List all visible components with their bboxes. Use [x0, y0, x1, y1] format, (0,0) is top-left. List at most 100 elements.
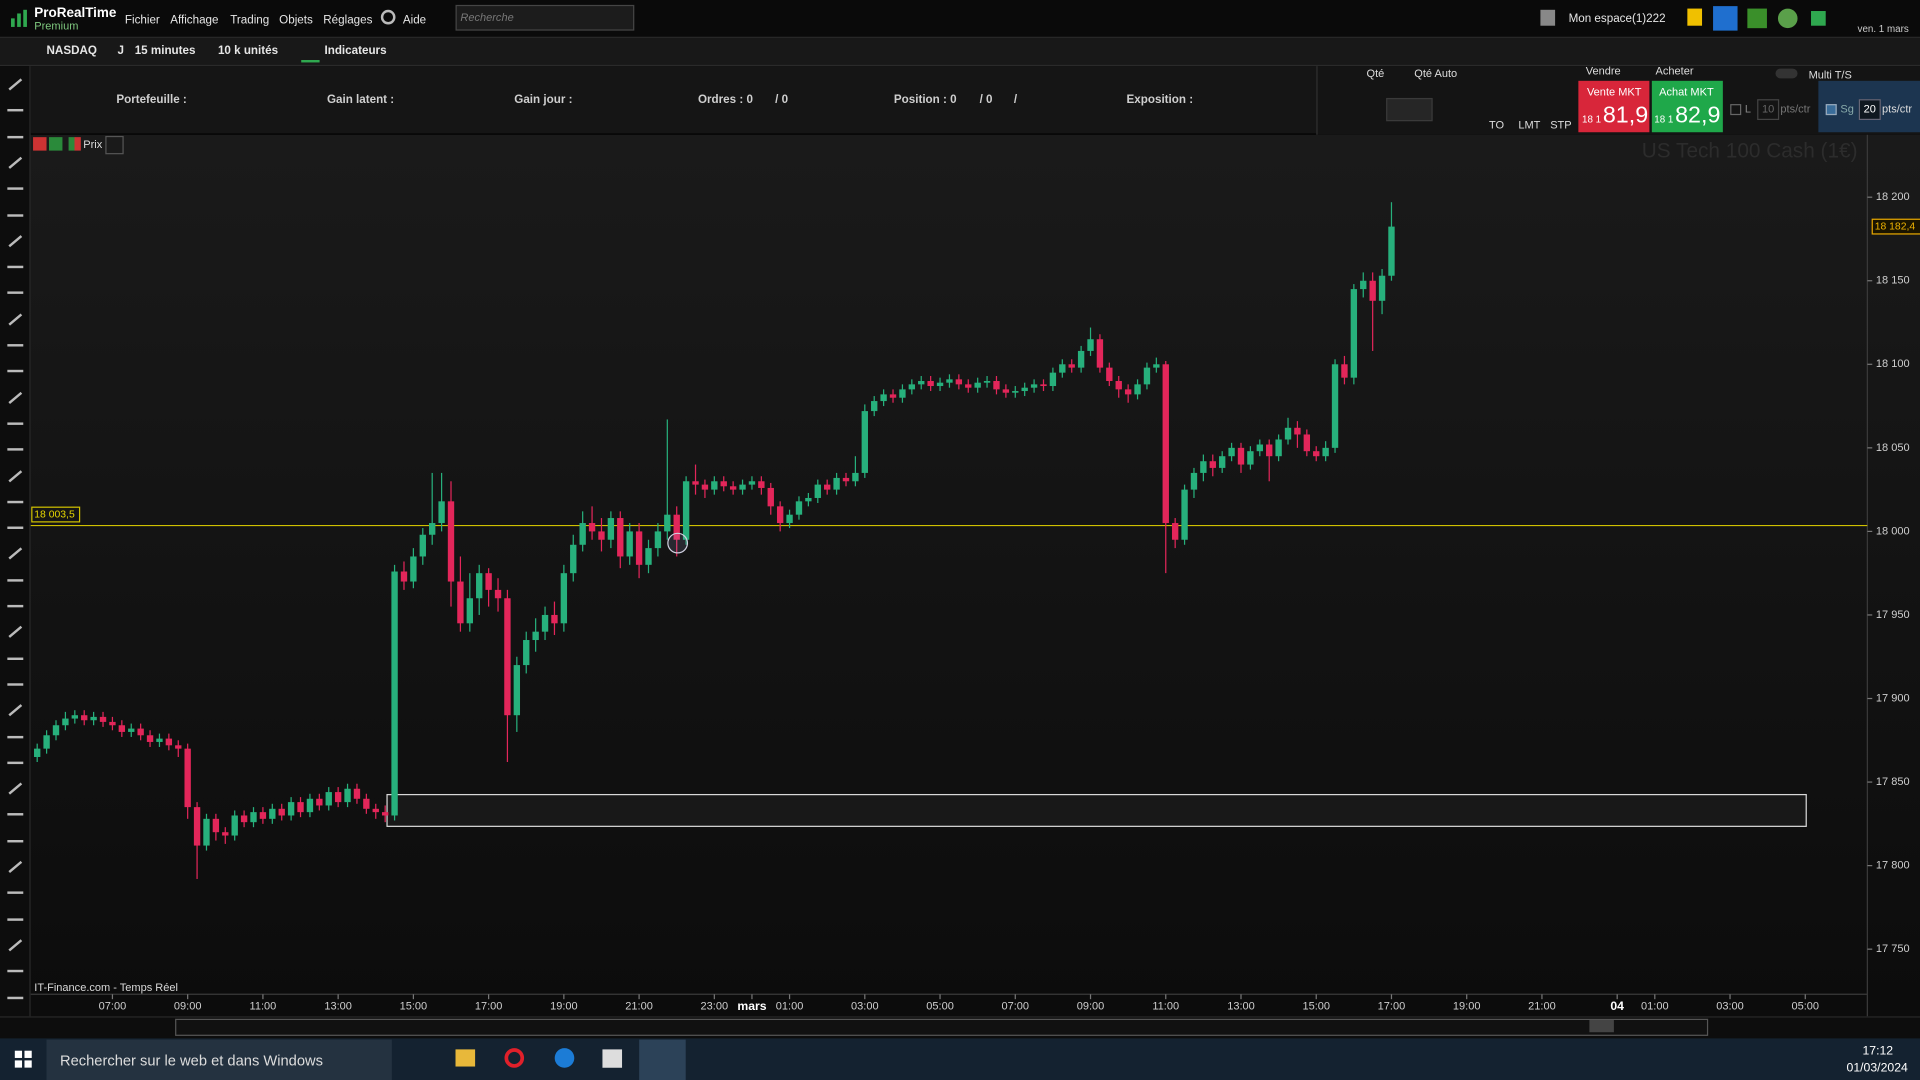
tool-icon[interactable]: [8, 860, 23, 873]
order-type-button[interactable]: LMT: [1518, 118, 1541, 132]
candle-body: [729, 486, 737, 490]
tool-icon[interactable]: [7, 344, 24, 347]
list-button[interactable]: [105, 135, 124, 155]
tool-icon[interactable]: [8, 78, 23, 91]
taskbar-app[interactable]: [504, 1048, 525, 1068]
x-tick-label: 11:00: [250, 1000, 277, 1012]
tool-icon[interactable]: [7, 448, 24, 451]
candle-body: [410, 556, 417, 582]
candle-body: [1143, 367, 1151, 385]
tool-icon[interactable]: [7, 578, 24, 582]
tool-icon[interactable]: [7, 839, 24, 843]
x-tick-label: 07:00: [99, 1000, 127, 1012]
workspace-selector[interactable]: Mon espace(1)222: [1568, 12, 1666, 26]
tool-icon[interactable]: [7, 526, 24, 530]
tool-icon[interactable]: [8, 704, 23, 717]
tool-icon[interactable]: [8, 626, 23, 639]
candle-body: [203, 818, 210, 846]
scrollbar[interactable]: [175, 1018, 1709, 1036]
taskbar-app[interactable]: [455, 1049, 476, 1067]
tool-icon[interactable]: [8, 313, 23, 326]
stop-input[interactable]: 20: [1858, 99, 1881, 120]
tool-icon[interactable]: [7, 291, 24, 295]
menu-item[interactable]: Affichage: [170, 13, 219, 27]
tool-icon[interactable]: [8, 391, 23, 404]
sell-button[interactable]: [1578, 80, 1650, 133]
order-type-button[interactable]: TO: [1488, 118, 1505, 132]
tool-icon[interactable]: [7, 970, 24, 973]
tool-icon[interactable]: [7, 891, 24, 895]
chart-background: [0, 134, 1920, 1017]
candle-body: [946, 379, 953, 383]
tool-icon[interactable]: [7, 761, 24, 764]
tool-icon[interactable]: [7, 500, 24, 504]
taskbar-app[interactable]: [602, 1049, 623, 1068]
tool-icon[interactable]: [1747, 8, 1767, 29]
menu-item[interactable]: Aide: [402, 13, 427, 27]
tool-icon[interactable]: [7, 187, 24, 191]
buy-button[interactable]: [1651, 80, 1723, 133]
tool-icon[interactable]: [8, 469, 23, 482]
price-icon: [68, 137, 81, 151]
candle-body: [523, 640, 530, 666]
sync-icon[interactable]: [1777, 8, 1798, 29]
tool-icon[interactable]: [8, 156, 23, 169]
tool-icon[interactable]: [7, 657, 24, 660]
search-box[interactable]: [455, 4, 635, 31]
candle-body: [617, 518, 624, 557]
tool-icon[interactable]: [7, 422, 24, 425]
tool-icon[interactable]: [8, 782, 23, 795]
menu-item[interactable]: Trading: [230, 13, 270, 27]
limit-input[interactable]: 10: [1757, 99, 1780, 120]
indicators-button[interactable]: Indicateurs: [324, 44, 387, 58]
candle-body: [673, 514, 680, 540]
auto-quantity-label[interactable]: Qté Auto: [1414, 67, 1458, 80]
tool-icon[interactable]: [7, 604, 24, 608]
tool-icon[interactable]: [8, 234, 23, 248]
multi-toggle[interactable]: [1775, 68, 1798, 79]
stop-checkbox[interactable]: [1825, 104, 1837, 116]
scrollbar-thumb[interactable]: [1589, 1020, 1614, 1033]
x-tick-label: 21:00: [1528, 1000, 1556, 1012]
timeframe-selector[interactable]: 15 minutes: [134, 44, 196, 58]
taskbar-search[interactable]: [46, 1039, 392, 1080]
limit-checkbox[interactable]: [1730, 104, 1742, 116]
tool-icon[interactable]: [7, 996, 24, 999]
tool-icon[interactable]: [7, 735, 24, 738]
instrument-selector[interactable]: NASDAQ: [46, 44, 97, 58]
chart-header-button[interactable]: [48, 137, 63, 151]
candle-body: [156, 738, 163, 742]
tool-icon[interactable]: [8, 547, 23, 561]
taskbar-app[interactable]: [554, 1048, 575, 1068]
menu-item[interactable]: Réglages: [323, 13, 373, 27]
tool-icon[interactable]: [7, 265, 24, 269]
quantity-selector[interactable]: 10 k unités: [217, 44, 279, 58]
tool-icon[interactable]: [7, 813, 24, 816]
tool-icon[interactable]: [8, 939, 23, 952]
tool-icon[interactable]: [7, 683, 24, 686]
tool-icon[interactable]: [7, 370, 24, 373]
order-type-button[interactable]: STP: [1550, 118, 1572, 132]
start-button[interactable]: [14, 1050, 32, 1068]
tool-icon[interactable]: [7, 109, 24, 112]
menu-item[interactable]: Objets: [279, 13, 313, 27]
tool-icon[interactable]: [7, 213, 24, 217]
price-button[interactable]: Prix: [83, 138, 103, 151]
sound-icon[interactable]: [1713, 6, 1738, 31]
tool-icon[interactable]: [7, 135, 24, 138]
candle-body: [438, 501, 445, 524]
candle-body: [541, 614, 549, 632]
menu-item[interactable]: Fichier: [124, 13, 160, 27]
chart-header-button[interactable]: [33, 137, 47, 151]
search-placeholder: Recherche: [460, 11, 514, 24]
x-tick-label: 21:00: [625, 1000, 653, 1012]
candle-body: [1171, 523, 1179, 540]
flag-icon[interactable]: [1687, 8, 1703, 26]
tool-icon[interactable]: [7, 917, 24, 921]
candle-body: [598, 531, 605, 540]
candle-body: [1388, 226, 1395, 276]
mode-button[interactable]: J: [117, 44, 125, 58]
taskbar-app-active[interactable]: [639, 1039, 686, 1080]
quantity-input[interactable]: [1386, 97, 1433, 122]
unrealized-gain-label: Gain latent :: [326, 93, 395, 107]
